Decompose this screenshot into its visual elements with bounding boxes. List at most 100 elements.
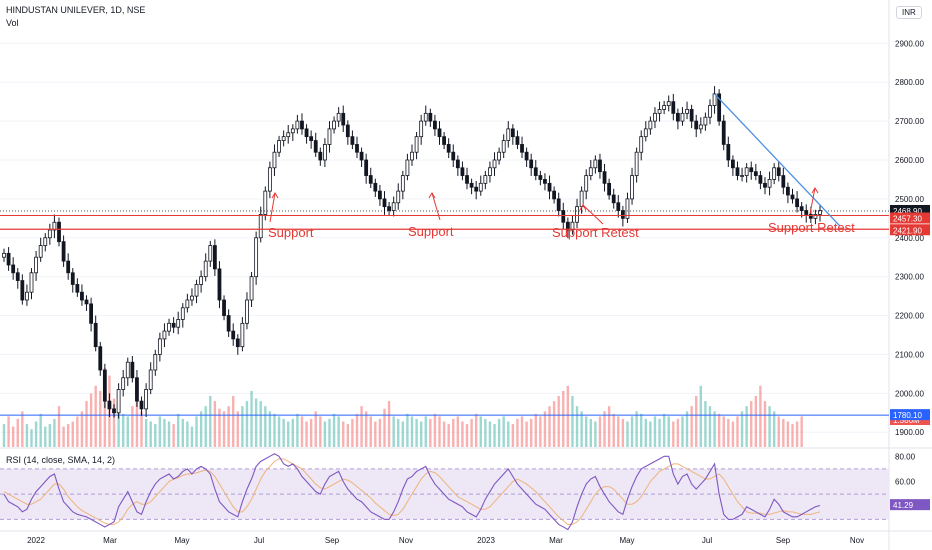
volume-bar	[383, 408, 386, 447]
volume-bar	[690, 406, 693, 447]
currency-badge[interactable]: INR	[896, 6, 922, 19]
volume-bar	[163, 418, 166, 447]
candle-body	[808, 214, 813, 219]
candle-body	[730, 159, 735, 169]
support-low-tag-text: 2421.90	[893, 226, 922, 235]
candle-body	[359, 151, 364, 161]
candle-body	[749, 167, 754, 173]
candle-body	[20, 280, 25, 301]
candle-body	[89, 303, 94, 324]
volume-bar	[296, 413, 299, 447]
volume-bar	[649, 421, 652, 447]
volume-bar	[346, 424, 350, 447]
candle-body	[231, 330, 236, 340]
candle-body	[300, 120, 304, 130]
volume-bar	[2, 424, 6, 447]
candle-body	[698, 124, 703, 130]
volume-bar	[392, 416, 395, 447]
volume-bar	[232, 396, 235, 447]
candle-body	[781, 175, 786, 188]
volume-bar	[99, 390, 102, 447]
candle-body	[799, 206, 804, 211]
candle-body	[497, 151, 502, 161]
volume-bar	[791, 424, 794, 447]
candle-body	[171, 322, 176, 328]
annotation-label: Support Retest	[552, 225, 639, 240]
rsi-indicator-label[interactable]: RSI (14, close, SMA, 14, 2)	[6, 455, 116, 465]
volume-indicator-label[interactable]: Vol	[6, 18, 19, 28]
volume-bar	[406, 413, 409, 447]
candle-body	[818, 210, 822, 215]
candle-body	[625, 198, 630, 219]
volume-bar	[264, 406, 267, 447]
candle-body	[685, 109, 689, 114]
candle-body	[735, 167, 740, 176]
volume-bar	[438, 416, 441, 447]
volume-bar	[236, 411, 239, 447]
volume-bar	[750, 401, 753, 447]
candle-body	[446, 144, 451, 153]
volume-bar	[433, 413, 437, 447]
candle-body	[772, 167, 777, 180]
volume-bar	[419, 421, 423, 447]
volume-bar	[658, 418, 661, 447]
candle-body	[57, 221, 61, 243]
volume-bar	[415, 418, 418, 447]
volume-bar	[154, 424, 157, 447]
price-tick-label: 1900.00	[895, 428, 924, 437]
annotation-arrowhead	[428, 192, 436, 199]
volume-bar	[195, 416, 198, 447]
candle-body	[501, 140, 506, 153]
candle-body	[199, 276, 204, 285]
volume-bar	[76, 416, 79, 447]
candle-body	[107, 400, 112, 410]
candle-body	[350, 136, 355, 145]
candle-body	[286, 132, 291, 138]
volume-bar	[621, 418, 625, 447]
volume-bar	[71, 421, 74, 447]
candle-body	[662, 105, 667, 110]
volume-bar	[644, 418, 647, 447]
candle-body	[643, 128, 648, 138]
volume-bar	[800, 416, 803, 447]
candle-body	[295, 120, 300, 130]
volume-bar	[676, 418, 680, 447]
volume-bar	[364, 411, 368, 447]
volume-bar	[704, 401, 707, 447]
volume-bar	[717, 413, 721, 447]
candle-body	[203, 260, 208, 278]
chart-symbol-title[interactable]: HINDUSTAN UNILEVER, 1D, NSE	[6, 5, 146, 15]
candle-body	[121, 377, 126, 390]
candle-body	[451, 151, 456, 161]
candle-body	[570, 221, 575, 231]
volume-bar	[241, 406, 244, 447]
support-high-tag: 2457.30	[890, 212, 930, 224]
volume-bar	[199, 411, 203, 447]
volume-bar	[287, 421, 290, 447]
volume-bar	[598, 416, 602, 447]
candle-body	[721, 120, 726, 145]
candle-body	[98, 346, 103, 371]
volume-bar	[314, 411, 317, 447]
candle-body	[176, 319, 181, 328]
volume-bar	[759, 385, 762, 447]
volume-bar	[131, 406, 134, 447]
volume-bar	[603, 411, 606, 447]
volume-bar	[699, 385, 703, 447]
candle-body	[190, 295, 194, 301]
candle-body	[61, 241, 66, 262]
candle-body	[740, 175, 744, 177]
candle-body	[680, 112, 685, 122]
candle-body	[263, 190, 268, 215]
volume-value-tag-text: 1.586M	[893, 416, 920, 425]
candle-body	[533, 167, 538, 176]
candle-body	[66, 260, 71, 274]
time-tick-label: Jul	[702, 536, 712, 545]
volume-bar	[190, 426, 194, 447]
price-tick-label: 2000.00	[895, 389, 924, 398]
candle-body	[584, 175, 589, 192]
price-tick-label: 2300.00	[895, 273, 924, 282]
volume-bar	[186, 421, 189, 447]
candle-body	[84, 299, 89, 305]
